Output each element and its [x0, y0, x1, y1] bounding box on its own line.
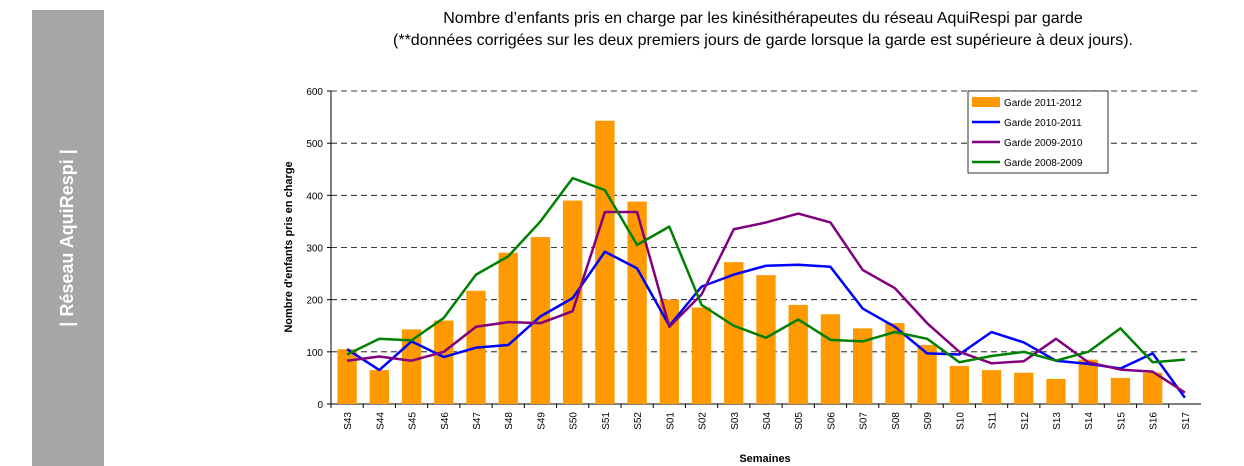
bar — [1078, 359, 1098, 404]
y-tick-label: 600 — [306, 87, 323, 98]
y-tick-label: 500 — [306, 139, 323, 150]
x-tick-label: S52 — [633, 412, 644, 430]
bar — [1110, 377, 1131, 404]
chart-title: Nombre d’enfants pris en charge par les … — [443, 10, 1083, 27]
x-tick-label: S48 — [504, 412, 515, 430]
bar — [1143, 372, 1163, 404]
bar — [917, 345, 937, 404]
x-tick-label: S07 — [859, 412, 870, 430]
y-axis-label: Nombre d'enfants pris en charge — [283, 161, 295, 332]
bar — [563, 200, 583, 404]
bar — [788, 304, 808, 404]
bar — [337, 349, 357, 404]
x-tick-label: S17 — [1181, 412, 1192, 430]
legend-label: Garde 2010-2011 — [1004, 118, 1082, 129]
legend-label: Garde 2011-2012 — [1004, 98, 1082, 109]
sidebar — [32, 10, 104, 466]
x-tick-label: S50 — [569, 412, 580, 430]
chart-subtitle: (**données corrigées sur les deux premie… — [393, 32, 1133, 49]
x-tick-label: S05 — [794, 412, 805, 430]
x-tick-label: S14 — [1084, 412, 1095, 430]
y-tick-label: 100 — [306, 348, 323, 359]
bar — [820, 314, 841, 404]
x-tick-label: S45 — [408, 412, 419, 430]
x-tick-label: S16 — [1149, 412, 1160, 430]
x-axis-label: Semaines — [739, 453, 790, 465]
line — [346, 250, 1186, 399]
y-tick-label: 200 — [306, 296, 323, 307]
legend-swatch — [972, 97, 1000, 107]
bar — [530, 237, 551, 404]
bar — [853, 328, 873, 404]
x-tick-label: S15 — [1116, 412, 1127, 430]
line — [346, 210, 1186, 394]
x-tick-label: S08 — [891, 412, 902, 430]
x-tick-label: S51 — [601, 412, 612, 430]
sidebar-label: | Réseau AquiRespi | — [57, 149, 77, 326]
x-tick-label: S43 — [343, 412, 354, 430]
line — [346, 176, 1185, 364]
x-tick-label: S10 — [955, 412, 966, 430]
x-tick-label: S11 — [988, 412, 999, 429]
bar — [691, 307, 712, 404]
bar — [1046, 378, 1066, 404]
x-tick-label: S12 — [1020, 412, 1031, 430]
x-tick-label: S49 — [536, 412, 547, 430]
bar — [1014, 372, 1034, 404]
bar — [756, 275, 776, 404]
x-tick-label: S47 — [472, 412, 483, 430]
bar — [627, 201, 647, 404]
bar — [434, 320, 454, 404]
bar — [724, 262, 744, 404]
x-tick-label: S01 — [665, 412, 676, 430]
bar — [595, 120, 615, 405]
y-tick-label: 300 — [306, 244, 323, 255]
x-tick-label: S06 — [826, 412, 837, 430]
bar — [498, 252, 518, 404]
x-tick-label: S44 — [375, 412, 386, 430]
x-tick-label: S13 — [1052, 412, 1063, 430]
x-tick-label: S03 — [730, 412, 741, 430]
bar — [401, 329, 422, 404]
bar — [659, 299, 679, 404]
legend-label: Garde 2009-2010 — [1004, 138, 1083, 149]
x-tick-label: S46 — [440, 412, 451, 430]
x-tick-label: S09 — [923, 412, 934, 430]
bar — [885, 323, 905, 404]
y-tick-label: 0 — [317, 400, 323, 411]
bar — [949, 365, 969, 404]
bar — [981, 370, 1002, 404]
x-tick-label: S04 — [762, 412, 773, 430]
legend-label: Garde 2008-2009 — [1004, 158, 1083, 169]
x-tick-label: S02 — [698, 412, 709, 430]
y-tick-label: 400 — [306, 191, 323, 202]
bar — [369, 370, 389, 404]
